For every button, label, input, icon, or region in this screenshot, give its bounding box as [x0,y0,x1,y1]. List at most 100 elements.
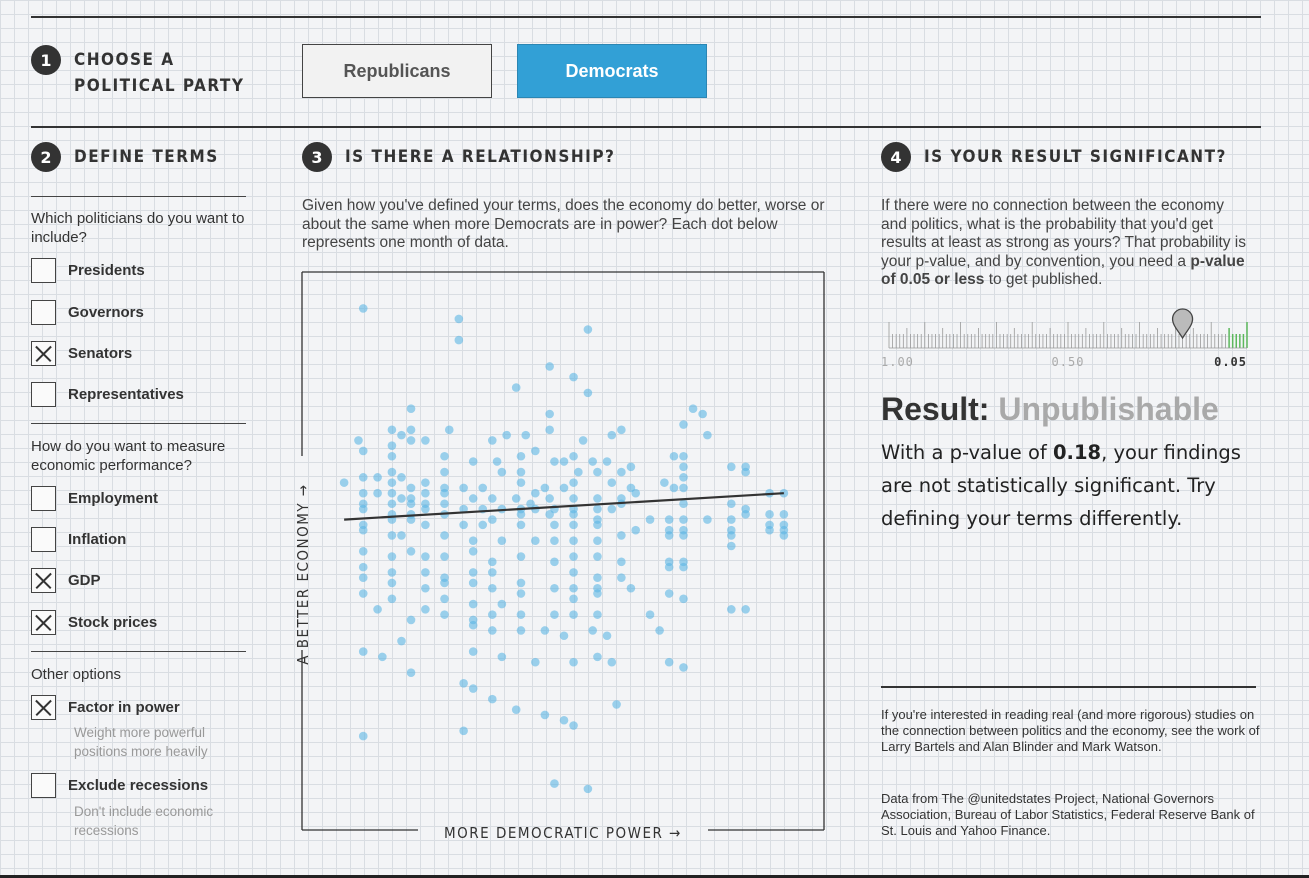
stock-prices-checkbox[interactable]: Stock prices [31,610,157,635]
data-point [660,478,669,487]
exclude-recessions-checkbox[interactable]: Exclude recessions [31,773,208,798]
factor-in-power-checkbox[interactable]: Factor in power [31,695,180,720]
step-1-title-line-1: CHOOSE A [74,50,175,70]
data-point [569,372,578,382]
representatives-checkbox[interactable]: Representatives [31,382,184,407]
data-point [588,457,597,466]
data-point [440,488,449,498]
data-point [488,557,497,567]
data-point [516,610,526,619]
data-point [492,457,502,466]
gdp-checkbox[interactable]: GDP [31,568,101,593]
checkbox-box[interactable] [31,527,56,552]
data-point [655,626,664,635]
data-point [593,536,602,546]
result-label: Result: [881,391,990,427]
divider [31,423,246,424]
presidents-checkbox[interactable]: Presidents [31,258,145,283]
checkbox-box[interactable] [31,610,56,635]
top-divider [31,16,1261,18]
checkbox-label: GDP [68,572,101,589]
republicans-button[interactable]: Republicans [302,44,492,98]
data-point [664,589,674,598]
data-point [516,552,526,561]
data-point [421,568,430,577]
data-point [468,494,478,503]
checkbox-box[interactable] [31,300,56,325]
data-point [421,488,430,498]
data-point [545,425,554,435]
democrats-button[interactable]: Democrats [517,44,707,98]
data-point [593,494,602,503]
data-point [593,520,602,530]
data-point [358,446,368,456]
data-point [569,594,578,604]
data-point [497,599,507,609]
data-point [550,610,559,619]
p-value-scale: 1.00 0.50 0.05 [881,300,1253,380]
checkbox-label: Employment [68,490,159,507]
inflation-checkbox[interactable]: Inflation [31,527,126,552]
data-point [727,462,736,472]
data-point [406,546,416,556]
employment-checkbox[interactable]: Employment [31,486,158,511]
data-point [488,436,497,445]
data-point [488,626,497,635]
data-point [679,420,688,429]
data-point [488,583,497,593]
result-heading: Result: Unpublishable [881,391,1219,428]
step-4-number: 4 [881,142,911,172]
data-point [607,430,617,440]
p-value-label-threshold: 0.05 [1214,355,1247,369]
data-point [540,483,550,493]
senators-checkbox[interactable]: Senators [31,341,132,366]
checkbox-box[interactable] [31,382,56,407]
description-text: If there were no connection between the … [881,197,1246,270]
data-point [421,605,430,614]
data-point [387,488,397,498]
data-point [511,383,521,392]
data-point [468,568,478,577]
data-point [703,515,712,524]
data-point [545,409,554,419]
data-point [626,462,636,472]
checkbox-box[interactable] [31,486,56,511]
data-point [497,536,507,546]
checkbox-box[interactable] [31,258,56,283]
checkbox-box[interactable] [31,773,56,798]
data-point [387,441,397,450]
data-point [593,610,602,619]
p-value-ruler: 1.00 0.50 0.05 [881,308,1248,369]
data-point [593,467,602,477]
checkbox-label: Stock prices [68,614,158,631]
data-point [387,531,397,540]
data-point [569,657,578,667]
data-point [779,488,789,498]
data-point [741,605,750,614]
data-point [583,784,593,794]
checkbox-box[interactable] [31,568,56,593]
step-1-number: 1 [31,45,61,75]
p-value-label-max: 1.00 [881,355,914,369]
data-point [617,494,626,503]
checkbox-box[interactable] [31,341,56,366]
data-point [765,510,774,519]
step-2-heading: 2 DEFINE TERMS [31,142,219,172]
step-2-number: 2 [31,142,61,172]
data-point [593,552,602,561]
data-point [354,436,363,445]
data-point [741,467,750,477]
data-point [497,467,507,477]
data-point [497,652,507,662]
description-text-end: to get published. [984,271,1103,288]
checkbox-label: Senators [68,345,133,362]
data-point [559,457,569,466]
data-point [516,478,526,487]
data-point [406,483,416,493]
result-verdict: Unpublishable [998,391,1219,427]
scatter-chart: MORE DEMOCRATIC POWER → A BETTER ECONOMY… [280,262,840,852]
governors-checkbox[interactable]: Governors [31,300,144,325]
data-point [569,478,578,487]
checkbox-box[interactable] [31,695,56,720]
step-4-heading: 4 IS YOUR RESULT SIGNIFICANT? [881,142,1227,172]
